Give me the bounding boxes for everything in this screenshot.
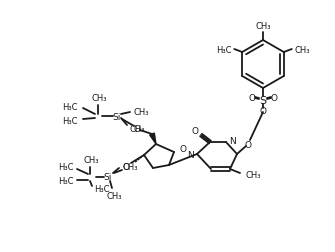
Text: CH₃: CH₃ — [106, 191, 122, 200]
Text: O: O — [270, 93, 277, 102]
Text: H₃C: H₃C — [216, 45, 231, 54]
Text: O: O — [134, 124, 140, 133]
Text: CH₃: CH₃ — [83, 155, 99, 164]
Text: CH₃: CH₃ — [129, 124, 144, 133]
Text: O: O — [123, 163, 130, 172]
Text: CH₃: CH₃ — [133, 107, 148, 116]
Text: H₃C: H₃C — [59, 163, 74, 172]
Text: N: N — [187, 150, 194, 159]
Text: CH₃: CH₃ — [246, 170, 262, 179]
Text: S: S — [259, 96, 267, 106]
Text: H₃C: H₃C — [63, 116, 78, 125]
Text: CH₃: CH₃ — [91, 94, 107, 103]
Polygon shape — [150, 134, 156, 144]
Text: CH₃: CH₃ — [122, 163, 137, 172]
Text: CH₃: CH₃ — [255, 22, 271, 31]
Text: O: O — [192, 127, 199, 136]
Text: O: O — [249, 93, 256, 102]
Text: H₃C: H₃C — [59, 177, 74, 186]
Text: Si: Si — [104, 173, 112, 182]
Text: O: O — [179, 144, 186, 153]
Text: O: O — [260, 106, 267, 115]
Text: N: N — [229, 137, 236, 146]
Text: O: O — [245, 140, 252, 149]
Text: Si: Si — [113, 112, 121, 121]
Text: H₃C: H₃C — [63, 102, 78, 111]
Text: H₃C: H₃C — [94, 185, 110, 194]
Text: CH₃: CH₃ — [295, 45, 310, 54]
